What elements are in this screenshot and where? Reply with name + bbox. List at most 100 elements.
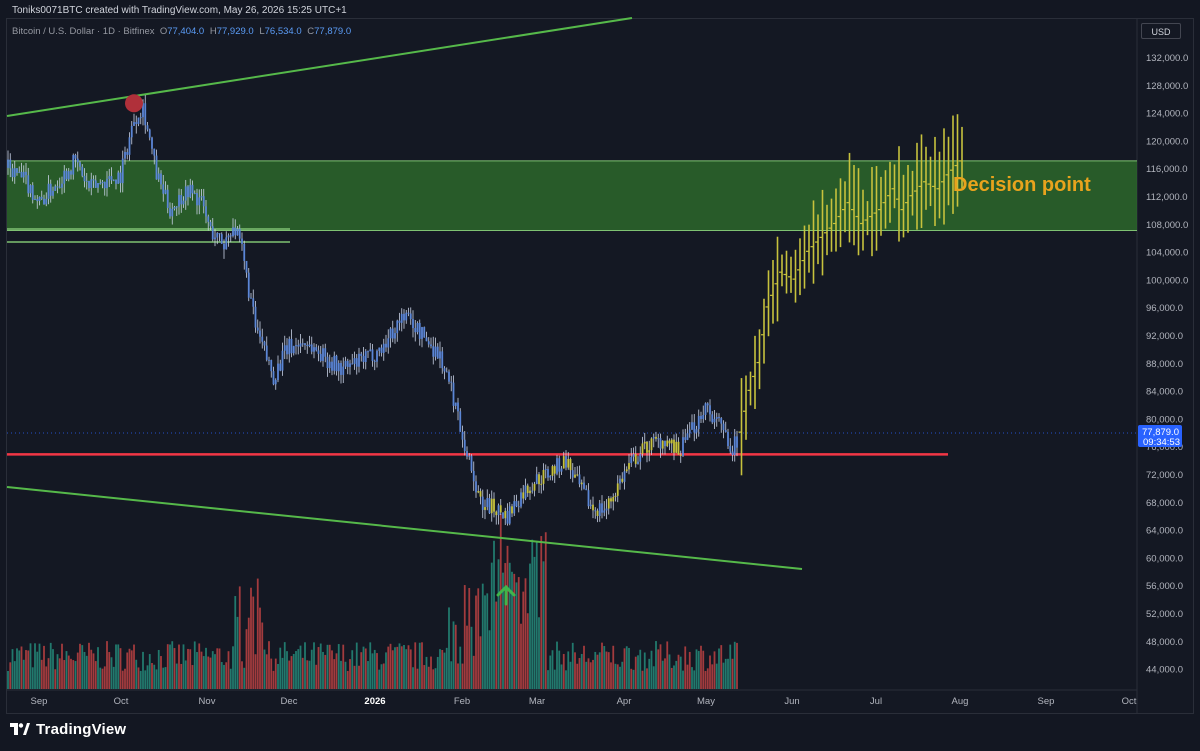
candle-body [47, 183, 50, 199]
volume-bar [673, 665, 675, 689]
volume-bar [713, 651, 716, 689]
candle-body [607, 498, 610, 509]
candle-body [576, 474, 579, 476]
tradingview-logo-icon [10, 722, 30, 735]
volume-bar [389, 643, 392, 689]
candle-body [144, 103, 147, 126]
candle-body [432, 346, 435, 357]
candle-body [88, 180, 90, 189]
candle-body [688, 429, 691, 434]
candle-body [470, 455, 473, 471]
candle-body [85, 180, 88, 182]
candle-body [56, 186, 59, 188]
candle-body [135, 122, 138, 125]
currency-button[interactable]: USD [1141, 23, 1181, 39]
volume-bar [261, 622, 264, 689]
candle-body [34, 199, 36, 201]
volume-bar [650, 650, 653, 689]
chart-caption: Toniks0071BTC created with TradingView.c… [12, 5, 347, 16]
candle-body [202, 196, 205, 207]
volume-bar [324, 654, 327, 689]
volume-bar [193, 641, 196, 689]
price-axis[interactable]: 132,000.0 128,000.0 124,000.0 120,000.0 116,… [1138, 53, 1188, 676]
volume-bar [218, 648, 221, 689]
candle-body [241, 238, 243, 244]
price-tick-label: 116,000.0 [1146, 164, 1188, 175]
time-tick-label: Oct [1122, 696, 1137, 707]
candle-body [157, 173, 160, 180]
candle-body [160, 173, 162, 185]
candle-body [664, 440, 666, 447]
volume-bar [513, 573, 516, 689]
candle-body [268, 359, 270, 361]
volume-bar [38, 643, 41, 689]
candle-body [259, 330, 261, 337]
candle-body [396, 320, 399, 334]
candle-body [308, 344, 311, 347]
volume-bar [97, 647, 99, 689]
candle-body [119, 172, 122, 184]
candle-body [659, 438, 662, 449]
chart-frame[interactable] [6, 18, 1194, 714]
volume-bar [272, 670, 275, 689]
volume-bar [254, 654, 257, 689]
volume-bar [531, 539, 534, 689]
volume-bar [398, 643, 401, 689]
candle-body [274, 380, 277, 385]
volume-bar [409, 649, 412, 689]
candle-body [137, 117, 140, 125]
time-axis[interactable]: Sep Oct Nov Dec 2026 Feb Mar Apr May Jun Jul Aug Sep… [31, 696, 1137, 707]
volume-bar [229, 668, 232, 689]
volume-bar [495, 601, 498, 689]
candle-body [441, 351, 444, 369]
candle-body [117, 172, 120, 184]
volume-bar [247, 617, 250, 689]
candle-body [81, 166, 84, 176]
candle-body [601, 503, 603, 513]
volume-bar [430, 656, 432, 689]
volume-bar [349, 659, 351, 689]
volume-bar [542, 561, 545, 689]
volume-bar [49, 642, 52, 689]
volume-bar [727, 658, 729, 689]
price-tick-label: 104,000.0 [1146, 248, 1188, 259]
candle-body [331, 361, 333, 371]
candle-body [29, 185, 32, 194]
candle-body [94, 180, 97, 188]
volume-bar [256, 578, 259, 689]
lower-trendline [6, 486, 803, 570]
volume-bar [263, 649, 266, 689]
candle-body [691, 422, 693, 430]
volume-bar [702, 650, 705, 689]
candle-body [544, 469, 547, 471]
candle-body [103, 181, 106, 189]
tradingview-brand[interactable]: TradingView [10, 721, 126, 738]
volume-bar [297, 649, 300, 689]
volume-bar [268, 641, 270, 689]
last-price-value: 77,879.0 [1142, 427, 1179, 438]
volume-bar [308, 660, 311, 689]
candle-body [371, 349, 374, 361]
candle-body [718, 416, 720, 419]
candle-body [648, 450, 651, 453]
candle-body [124, 152, 126, 159]
volume-bar [639, 649, 642, 689]
candle-body [720, 418, 723, 424]
candle-body [65, 170, 68, 180]
candle-body [389, 328, 392, 339]
candle-body [409, 313, 412, 320]
candle-body [178, 194, 180, 207]
volume-bar [598, 652, 601, 689]
candle-body [736, 436, 738, 448]
volume-bar [290, 656, 293, 689]
price-tick-label: 44,000.0 [1146, 665, 1183, 676]
price-tick-label: 124,000.0 [1146, 109, 1188, 120]
candle-body [589, 504, 592, 507]
candle-body [508, 506, 511, 524]
price-tick-label: 108,000.0 [1146, 220, 1188, 231]
volume-bar [391, 650, 394, 689]
volume-bar [92, 653, 95, 689]
candle-body [90, 179, 93, 189]
candle-body [709, 405, 711, 415]
